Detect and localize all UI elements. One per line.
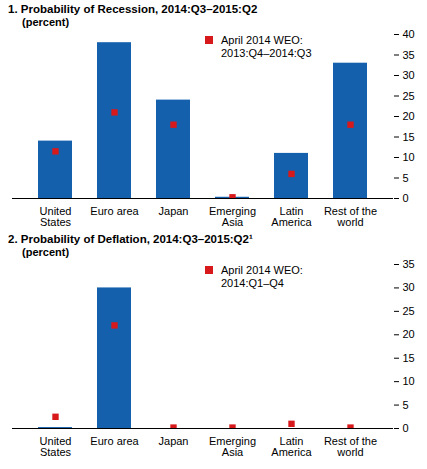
svg-text:30: 30 (403, 281, 415, 293)
svg-text:5: 5 (403, 172, 409, 184)
svg-text:15: 15 (403, 352, 415, 364)
html-text:1. Probability of Recession, 2: 1. Probability of Recession, 2014:Q3–201… (8, 3, 258, 15)
svg-text:35: 35 (403, 258, 415, 270)
svg-text:EmergingAsia: EmergingAsia (209, 435, 256, 458)
svg-text:Rest of theworld: Rest of theworld (324, 205, 377, 228)
svg-text:EmergingAsia: EmergingAsia (209, 205, 256, 228)
html-text:2. Probability of Deflation, 2: 2. Probability of Deflation, 2014:Q3–201… (8, 233, 253, 245)
svg-text:Rest of theworld: Rest of theworld (324, 435, 377, 458)
svg-text:5: 5 (403, 399, 409, 411)
html-text:April 2014 WEO: 2013:Q4–2014:Q: April 2014 WEO: 2013:Q4–2014:Q3 (221, 34, 312, 59)
svg-text:0: 0 (403, 422, 409, 434)
svg-text:20: 20 (403, 328, 415, 340)
svg-text:LatinAmerica: LatinAmerica (271, 205, 312, 228)
svg-text:10: 10 (403, 375, 415, 387)
svg-text:UnitedStates: UnitedStates (40, 435, 72, 458)
svg-text:25: 25 (403, 90, 415, 102)
html-text:April 2014 WEO: 2014:Q1–Q4: April 2014 WEO: 2014:Q1–Q4 (221, 264, 303, 289)
svg-text:Euro area: Euro area (90, 435, 139, 447)
svg-text:Japan: Japan (159, 435, 189, 447)
svg-text:Euro area: Euro area (90, 205, 139, 217)
html-text:(percent): (percent) (22, 246, 70, 258)
svg-text:25: 25 (403, 305, 415, 317)
svg-text:35: 35 (403, 49, 415, 61)
svg-text:15: 15 (403, 131, 415, 143)
svg-text:0: 0 (403, 192, 409, 204)
svg-text:UnitedStates: UnitedStates (40, 205, 72, 228)
svg-text:20: 20 (403, 110, 415, 122)
html-text:(percent): (percent) (22, 16, 70, 28)
svg-text:30: 30 (403, 69, 415, 81)
svg-text:10: 10 (403, 151, 415, 163)
svg-text:Japan: Japan (159, 205, 189, 217)
svg-text:40: 40 (403, 28, 415, 40)
svg-text:LatinAmerica: LatinAmerica (271, 435, 312, 458)
